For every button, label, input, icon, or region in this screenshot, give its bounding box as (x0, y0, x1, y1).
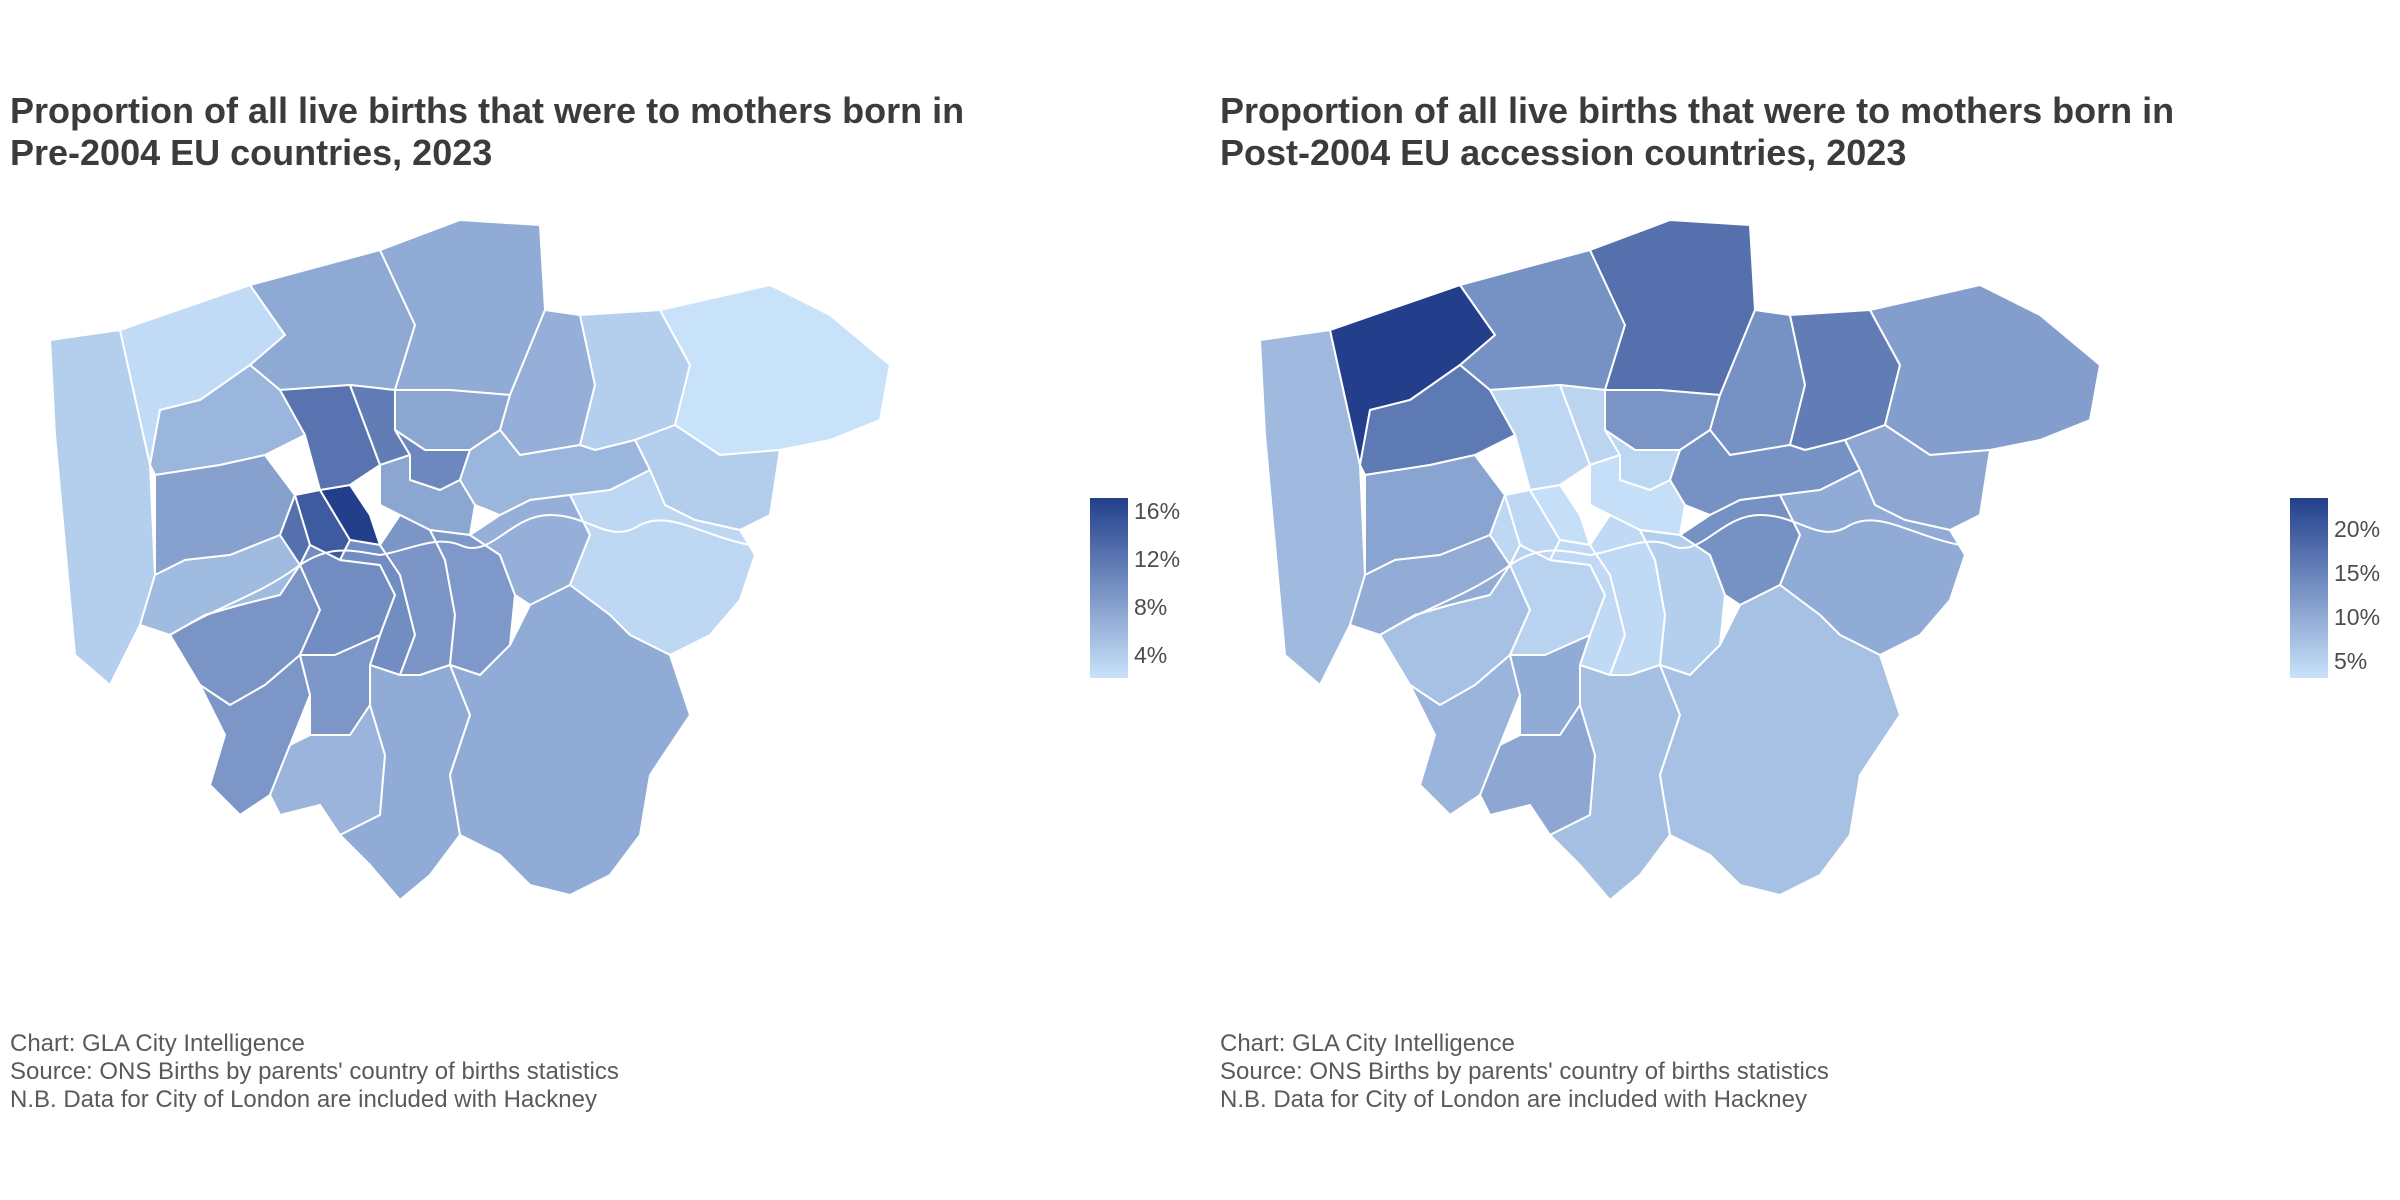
left-caption: Chart: GLA City Intelligence Source: ONS… (10, 1030, 619, 1114)
borough-brent (149, 364, 306, 476)
legend-tick (1128, 655, 1135, 657)
right-legend-color-bar (2290, 498, 2328, 678)
left-legend-label-4: 4% (1134, 642, 1168, 668)
left-legend-color-bar (1090, 498, 1128, 678)
left-legend-label-8: 8% (1134, 594, 1168, 620)
right-legend-label-5: 5% (2334, 648, 2368, 674)
river-thames (169, 514, 771, 636)
left-caption-note: N.B. Data for City of London are include… (10, 1086, 597, 1113)
left-legend: 16% 12% 8% 4% (1090, 498, 1210, 688)
right-caption-source: Source: ONS Births by parents' country o… (1220, 1058, 1829, 1085)
right-map-title-line1: Proportion of all live births that were … (1220, 90, 2175, 131)
right-map-title: Proportion of all live births that were … (1220, 90, 2300, 174)
legend-tick (2328, 617, 2335, 619)
left-caption-source: Source: ONS Births by parents' country o… (10, 1058, 619, 1085)
right-caption-chart-credit: Chart: GLA City Intelligence (1220, 1030, 1515, 1057)
left-map-panel: Proportion of all live births that were … (10, 90, 1180, 1114)
right-legend-label-20: 20% (2334, 516, 2381, 542)
left-caption-chart-credit: Chart: GLA City Intelligence (10, 1030, 305, 1057)
borough-bromley (449, 584, 691, 896)
right-map-title-line2: Post-2004 EU accession countries, 2023 (1220, 132, 1907, 173)
right-caption-note: N.B. Data for City of London are include… (1220, 1086, 1807, 1113)
right-legend-label-15: 15% (2334, 560, 2381, 586)
right-map-panel: Proportion of all live births that were … (1210, 0, 2400, 1200)
borough-havering (659, 284, 891, 456)
borough-croydon (339, 664, 471, 901)
right-caption: Chart: GLA City Intelligence Source: ONS… (1220, 1030, 1829, 1114)
legend-tick (2328, 661, 2335, 663)
left-legend-label-12: 12% (1134, 546, 1181, 572)
left-choropleth-map (49, 219, 891, 901)
left-legend-label-16: 16% (1134, 498, 1181, 524)
borough-havering (1869, 284, 2101, 456)
legend-tick (2328, 573, 2335, 575)
legend-tick (1128, 607, 1135, 609)
borough-brent (1359, 364, 1516, 476)
left-map-title: Proportion of all live births that were … (10, 90, 1090, 174)
legend-tick (2328, 529, 2335, 531)
left-map-title-line1: Proportion of all live births that were … (10, 90, 965, 131)
right-choropleth-map (1259, 219, 2101, 901)
legend-tick (1128, 511, 1135, 513)
right-legend-label-10: 10% (2334, 604, 2381, 630)
borough-bromley (1659, 584, 1901, 896)
borough-croydon (1549, 664, 1681, 901)
right-legend: 20% 15% 10% 5% (2290, 498, 2400, 688)
legend-tick (1128, 559, 1135, 561)
river-thames (1379, 514, 1981, 636)
left-map-title-line2: Pre-2004 EU countries, 2023 (10, 132, 493, 173)
